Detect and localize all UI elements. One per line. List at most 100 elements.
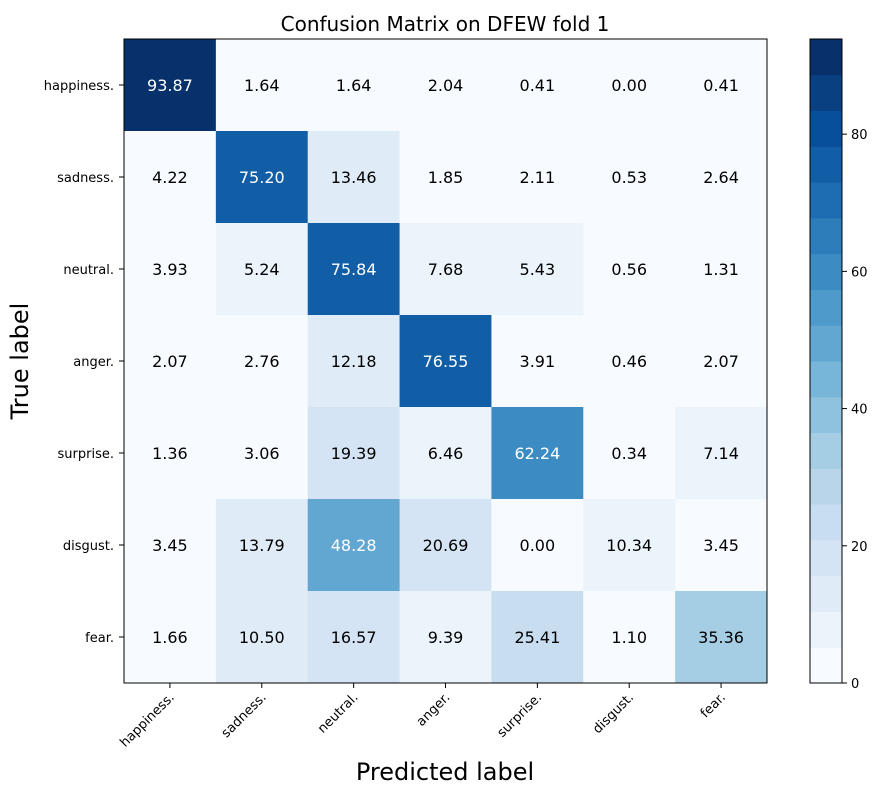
cell-value-3-4: 3.91 [520,352,556,371]
cell-value-1-6: 2.64 [703,168,739,187]
heatmap-cell-3-4 [491,315,584,408]
heatmap-cell-0-1 [215,39,309,132]
heatmap-cell-0-6 [675,39,768,132]
colorbar-segment [810,504,842,541]
cell-value-1-4: 2.11 [520,168,556,187]
cell-value-5-6: 3.45 [703,536,739,555]
cell-value-0-3: 2.04 [428,76,464,95]
heatmap-cell-1-0 [124,131,217,224]
heatmap-cell-4-6 [675,407,768,500]
cell-value-1-5: 0.53 [611,168,647,187]
heatmap-cell-5-6 [675,499,768,592]
heatmap-cell-4-2 [307,407,401,500]
cell-value-2-3: 7.68 [428,260,464,279]
heatmap-cell-4-1 [215,407,309,500]
cell-value-2-4: 5.43 [520,260,556,279]
heatmap-cell-6-5 [583,591,676,684]
heatmap-cell-6-1 [215,591,309,684]
heatmap-cell-5-4 [491,499,584,592]
colorbar-segment [810,539,842,577]
cell-value-labels: 93.87 1.64 1.64 2.04 0.41 0.00 0.41 4.22 75.20 13… [147,76,744,647]
colorbar-segment [810,575,842,612]
cell-value-0-1: 1.64 [244,76,280,95]
cell-value-1-0: 4.22 [152,168,188,187]
colorbar-tick-label: 20 [851,540,868,555]
y-tick-label: disgust. [63,539,114,554]
heatmap-cell-2-4 [491,223,584,316]
colorbar-segment [810,39,842,76]
x-tick-label: neutral. [315,690,361,736]
heatmap-cell-2-2 [307,223,401,316]
colorbar-segment [810,361,842,398]
heatmap-cell-3-1 [215,315,309,408]
heatmap-cell-2-6 [675,223,768,316]
x-tick-label: happiness. [117,690,177,750]
heatmap-cell-5-1 [215,499,309,592]
chart-title: Confusion Matrix on DFEW fold 1 [281,12,610,36]
heatmap-cell-6-6 [675,591,768,684]
heatmap-cell-1-5 [583,131,676,224]
heatmap-cell-0-5 [583,39,676,132]
cell-value-1-1: 75.20 [239,168,285,187]
heatmap-cell-3-5 [583,315,676,408]
cell-value-4-1: 3.06 [244,444,280,463]
x-tick-label: disgust. [590,690,637,737]
heatmap-cell-2-3 [399,223,492,316]
heatmap-cell-4-4 [491,407,584,500]
cell-value-5-2: 48.28 [331,536,377,555]
heatmap-cell-5-3 [399,499,492,592]
cell-value-2-2: 75.84 [331,260,377,279]
heatmap-cell-1-3 [399,131,492,224]
y-tick-label: happiness. [44,79,114,94]
cell-value-6-0: 1.66 [152,628,188,647]
heatmap-cell-4-0 [124,407,217,500]
y-axis-label: True label [6,303,34,421]
colorbar-segment [810,289,842,326]
heatmap-cell-1-1 [215,131,309,224]
cell-value-0-4: 0.41 [520,76,556,95]
heatmap-cell-2-5 [583,223,676,316]
x-axis-label: Predicted label [356,758,534,786]
cell-value-4-3: 6.46 [428,444,464,463]
cell-value-5-3: 20.69 [423,536,469,555]
cell-value-6-3: 9.39 [428,628,464,647]
cell-value-3-5: 0.46 [611,352,647,371]
heatmap-cell-3-0 [124,315,217,408]
x-tick-label: surprise. [495,690,546,741]
colorbar-segment [810,253,842,290]
colorbar-segment [810,432,842,469]
heatmap-cell-4-5 [583,407,676,500]
colorbar-frame [809,38,843,684]
cell-value-6-6: 35.36 [698,628,744,647]
heatmap-cell-0-2 [307,39,401,132]
colorbar-segment [810,74,842,112]
heatmap-cell-0-4 [491,39,584,132]
heatmap-cell-6-0 [124,591,217,684]
x-axis-ticks: happiness. sadness. neutral. anger. surprise… [117,683,729,751]
cell-value-5-1: 13.79 [239,536,285,555]
cell-value-0-6: 0.41 [703,76,739,95]
cell-value-2-0: 3.93 [152,260,188,279]
cell-value-4-6: 7.14 [703,444,739,463]
cell-value-0-2: 1.64 [336,76,372,95]
colorbar-segment [810,182,842,219]
cell-value-3-3: 76.55 [423,352,469,371]
heatmap-cell-5-0 [124,499,217,592]
cell-value-6-5: 1.10 [611,628,647,647]
y-tick-label: sadness. [57,171,114,186]
cell-value-2-6: 1.31 [703,260,739,279]
cell-value-1-2: 13.46 [331,168,377,187]
cell-value-4-0: 1.36 [152,444,188,463]
heatmap-cell-4-3 [399,407,492,500]
cell-value-1-3: 1.85 [428,168,464,187]
colorbar-tick-label: 60 [851,265,868,280]
cell-value-2-1: 5.24 [244,260,280,279]
cell-value-3-1: 2.76 [244,352,280,371]
x-tick-label: anger. [414,690,453,729]
heatmap-cell-0-0 [124,39,217,132]
cell-value-5-0: 3.45 [152,536,188,555]
heatmap-cell-2-0 [124,223,217,316]
y-tick-label: fear. [85,631,114,646]
heatmap-cell-3-2 [307,315,401,408]
